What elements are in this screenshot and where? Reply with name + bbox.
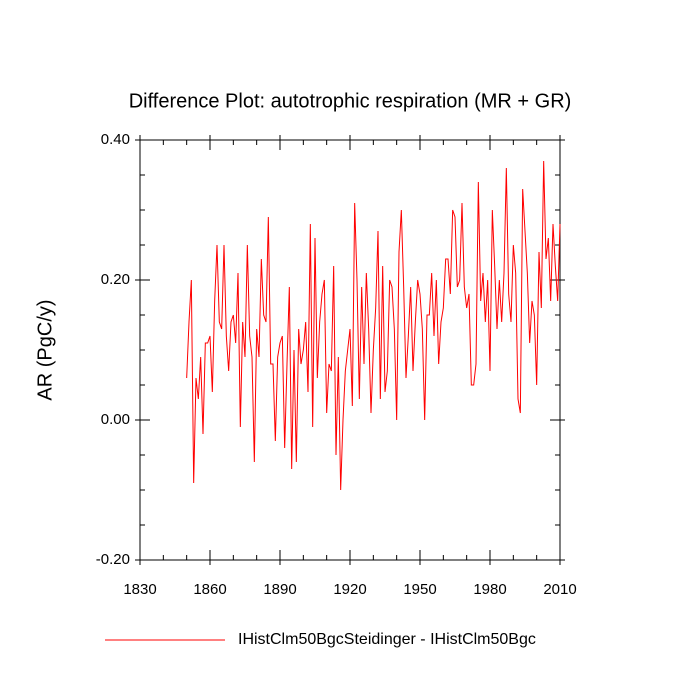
y-tick-label: 0.40 [101,131,130,148]
x-tick-label: 1980 [473,581,506,598]
y-tick-label: 0.00 [101,411,130,428]
y-axis-label: AR (PgC/y) [34,299,56,400]
x-tick-label: 1890 [263,581,296,598]
data-line [186,160,561,491]
x-tick-label: 1830 [123,581,156,598]
x-tick-label: 2010 [543,581,576,598]
plot-frame [139,139,561,561]
x-tick-label: 1920 [333,581,366,598]
chart-title: Difference Plot: autotrophic respiration… [129,90,572,112]
x-tick-label: 1950 [403,581,436,598]
x-tick-label: 1860 [193,581,226,598]
y-tick-label: -0.20 [96,551,130,568]
y-tick-label: 0.20 [101,271,130,288]
legend-label: IHistClm50BgcSteidinger - IHistClm50Bgc [238,631,536,648]
